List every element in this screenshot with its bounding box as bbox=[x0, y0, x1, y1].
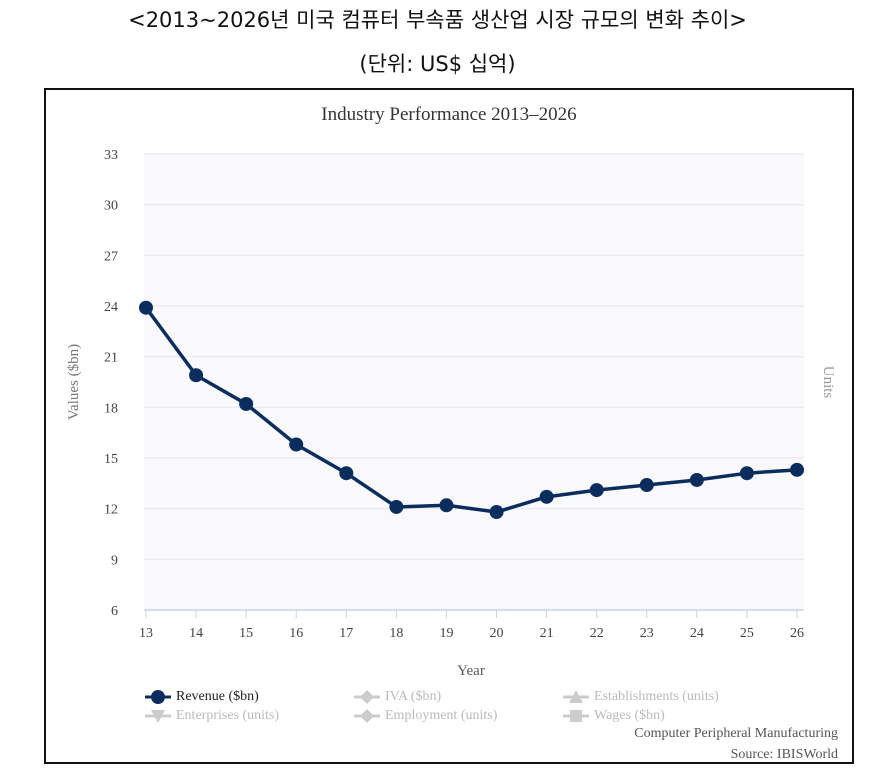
x-tick-label: 14 bbox=[189, 626, 203, 641]
data-point bbox=[389, 499, 404, 514]
circle-icon bbox=[144, 688, 172, 706]
data-point bbox=[539, 489, 554, 504]
y-tick-label: 9 bbox=[111, 553, 118, 568]
triangle-up-icon bbox=[562, 688, 590, 706]
legend-label: Enterprises (units) bbox=[176, 708, 280, 723]
data-point bbox=[790, 462, 804, 477]
data-point bbox=[139, 300, 153, 315]
legend-label: IVA ($bn) bbox=[385, 689, 442, 704]
page-heading: <2013~2026년 미국 컴퓨터 부속품 생산업 시장 규모의 변화 추이> bbox=[128, 8, 747, 32]
x-axis-title: Year bbox=[457, 663, 485, 679]
plot-background bbox=[144, 154, 804, 610]
y-axis-ticks: 6 9 12 15 18 21 24 27 30 33 bbox=[104, 148, 118, 619]
y2-axis-title: Units bbox=[820, 366, 836, 399]
x-tick-label: 24 bbox=[690, 626, 704, 641]
data-point bbox=[489, 505, 504, 520]
x-tick-label: 26 bbox=[790, 626, 804, 641]
line-chart: 6 9 12 15 18 21 24 27 30 33 13 14 15 16 17 18 19 20 21 22 2… bbox=[66, 104, 836, 679]
chart-title: Industry Performance 2013–2026 bbox=[321, 104, 576, 125]
y-tick-label: 6 bbox=[111, 604, 118, 619]
x-tick-label: 18 bbox=[389, 626, 403, 641]
legend-label: Revenue ($bn) bbox=[176, 689, 259, 704]
x-tick-label: 13 bbox=[139, 626, 153, 641]
y-tick-label: 27 bbox=[104, 249, 118, 264]
x-tick-label: 16 bbox=[289, 626, 303, 641]
diamond-icon bbox=[353, 707, 381, 725]
y-tick-label: 30 bbox=[104, 199, 118, 214]
y-tick-label: 15 bbox=[104, 452, 118, 467]
series-layer bbox=[139, 300, 804, 520]
square-icon bbox=[562, 707, 590, 725]
unit-subheading: (단위: US$ 십억) bbox=[359, 52, 516, 76]
y-tick-label: 18 bbox=[104, 401, 118, 416]
data-point bbox=[639, 478, 654, 493]
chart-frame: 6 9 12 15 18 21 24 27 30 33 13 14 15 16 17 18 19 20 21 22 2… bbox=[44, 88, 854, 764]
triangle-down-icon bbox=[144, 707, 172, 725]
data-point bbox=[339, 466, 354, 481]
legend-label: Establishments (units) bbox=[594, 689, 719, 704]
y-tick-label: 24 bbox=[104, 300, 118, 315]
y-tick-label: 12 bbox=[104, 503, 118, 518]
x-axis-ticks: 13 14 15 16 17 18 19 20 21 22 23 24 25 26 bbox=[139, 610, 804, 641]
y-tick-label: 33 bbox=[104, 148, 118, 163]
x-tick-label: 22 bbox=[590, 626, 604, 641]
legend-label: Wages ($bn) bbox=[594, 708, 665, 723]
x-tick-label: 25 bbox=[740, 626, 754, 641]
series-line-revenue bbox=[144, 306, 798, 514]
data-point bbox=[739, 466, 754, 481]
data-point bbox=[439, 498, 454, 513]
data-point bbox=[289, 437, 304, 452]
x-tick-label: 19 bbox=[439, 626, 453, 641]
credit-source: Source: IBISWorld bbox=[730, 747, 838, 762]
y-tick-label: 21 bbox=[104, 351, 118, 366]
y-axis-title: Values ($bn) bbox=[66, 344, 82, 420]
x-tick-label: 15 bbox=[239, 626, 253, 641]
data-point bbox=[239, 396, 254, 411]
credit-industry: Computer Peripheral Manufacturing bbox=[634, 726, 838, 741]
legend-label: Employment (units) bbox=[385, 708, 498, 723]
data-point bbox=[689, 472, 704, 487]
x-tick-label: 23 bbox=[640, 626, 654, 641]
x-tick-label: 17 bbox=[339, 626, 353, 641]
data-point bbox=[589, 483, 604, 498]
x-tick-label: 21 bbox=[540, 626, 554, 641]
gridlines bbox=[144, 153, 804, 560]
x-tick-label: 20 bbox=[490, 626, 504, 641]
diamond-icon bbox=[353, 688, 381, 706]
data-point bbox=[189, 368, 204, 383]
